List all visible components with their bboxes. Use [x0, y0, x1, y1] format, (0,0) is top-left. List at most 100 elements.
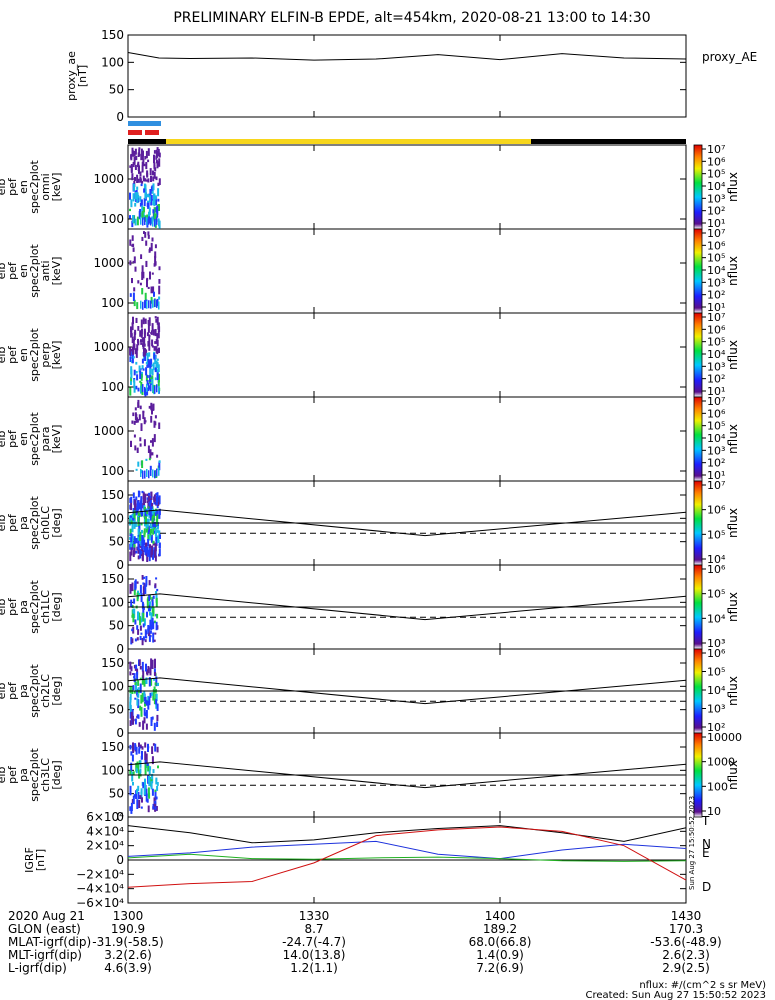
pitch-angle-pixel — [150, 495, 153, 499]
energy-spectrogram-panel — [127, 396, 687, 482]
pitch-angle-pixel — [151, 545, 154, 555]
footer-value: 4.6(3.9) — [104, 961, 152, 975]
spectrogram-pixel — [140, 254, 143, 259]
colorbar — [693, 480, 703, 566]
spectrogram-pixel — [158, 178, 161, 185]
spectrogram-pixel — [154, 299, 156, 308]
pitch-angle-pixel — [139, 677, 142, 681]
pitch-angle-pixel — [152, 696, 155, 701]
pitch-angle-tick-label: 100 — [101, 763, 124, 777]
spectrogram-pixel — [135, 190, 138, 194]
spectrogram-pixel — [149, 193, 151, 202]
colorbar-tick-label: 10⁶ — [707, 323, 726, 336]
pitch-angle-pixel — [153, 722, 156, 731]
orbit-bar-sunlight — [166, 139, 531, 144]
pitch-angle-pixel — [152, 526, 155, 535]
spectrogram-pixel — [143, 206, 145, 213]
pitch-angle-pixel — [154, 632, 157, 635]
pitch-angle-pixel — [148, 608, 151, 611]
spectrogram-pixel — [147, 320, 150, 325]
pitch-angle-pixel — [144, 629, 147, 639]
pitch-angle-pixel — [130, 751, 133, 756]
spectrogram-pixel — [143, 183, 146, 191]
loss-cone-line — [127, 593, 687, 621]
axis-label-line: spec2plot — [28, 160, 41, 214]
pitch-angle-pixel — [132, 771, 135, 775]
spectrogram-pixel — [143, 231, 145, 234]
pitch-angle-pixel — [142, 782, 145, 789]
axis-label-line: para — [39, 427, 52, 452]
spectrogram-pixel — [149, 168, 152, 176]
proxy-ae-line — [127, 52, 687, 61]
pitch-angle-pixel — [148, 696, 151, 706]
spectrogram-pixel — [147, 324, 150, 333]
pitch-angle-pixel — [150, 774, 153, 784]
axis-label-line: pef — [6, 597, 19, 616]
spectrogram-pixel — [156, 454, 159, 458]
loss-cone-line — [127, 761, 687, 789]
spectrogram-pixel — [151, 272, 154, 275]
axis-label-line: pef — [6, 429, 19, 448]
spectrogram-pixel — [139, 405, 142, 410]
colorbar — [693, 228, 703, 314]
spectrogram-pixel — [156, 161, 159, 169]
axis-label-line: ch1LC — [39, 590, 52, 624]
spectrogram-pixel — [140, 148, 143, 156]
pitch-angle-pixel — [158, 548, 161, 557]
pitch-angle-pixel — [148, 501, 151, 507]
spectrogram-pixel — [158, 158, 161, 167]
pitch-angle-pixel — [137, 791, 140, 800]
spectrogram-pixel — [151, 452, 154, 456]
spectrogram-pixel — [132, 347, 135, 355]
pitch-angle-pixel — [133, 664, 136, 669]
pitch-angle-pixel — [145, 516, 147, 525]
pitch-angle-tick-label: 50 — [109, 619, 124, 633]
axis-label-line: spec2plot — [28, 748, 41, 802]
spectrogram-pixel — [154, 207, 157, 213]
pitch-angle-pixel — [134, 521, 137, 527]
pitch-angle-pixel — [129, 720, 132, 726]
pitch-angle-pixel — [144, 547, 147, 555]
footer-value: -24.7(-4.7) — [282, 935, 346, 949]
spectrogram-pixel — [153, 193, 156, 202]
spectrogram-pixel — [146, 202, 149, 207]
colorbar-tick-label: 10⁴ — [707, 684, 726, 697]
pitch-angle-pixel — [139, 744, 142, 749]
spectrogram-pixel — [133, 287, 136, 292]
pitch-angle-pixel — [132, 492, 135, 499]
igrf-t-line — [127, 825, 687, 844]
colorbar-label-text: nflux — [726, 592, 740, 622]
pitch-angle-pixel — [133, 691, 136, 694]
spectrogram-pixel — [143, 163, 146, 167]
pitch-angle-pixel — [132, 685, 135, 691]
spectrogram-pixel — [129, 356, 132, 362]
pitch-angle-pixel — [143, 618, 146, 626]
pitch-angle-pixel — [138, 523, 141, 531]
spectrogram-pixel — [158, 301, 160, 310]
pitch-angle-tick-label: 50 — [109, 535, 124, 549]
colorbar-tick-label: 100 — [707, 780, 728, 793]
axis-label-line: elb — [0, 599, 8, 616]
axis-label-line: pa — [17, 516, 30, 530]
spectrogram-pixel — [148, 352, 151, 357]
colorbar-tick-label: 10⁴ — [707, 348, 726, 361]
colorbar-tick-label: 10³ — [707, 360, 725, 373]
spectrogram-pixel — [139, 209, 142, 213]
spectrogram-pixel — [133, 332, 136, 340]
spectrogram-pixel — [141, 328, 143, 331]
pitch-angle-pixel — [143, 678, 146, 687]
spectrogram-pixel — [132, 316, 134, 325]
pitch-angle-pixel — [149, 522, 152, 528]
spectrogram-pixel — [148, 470, 150, 479]
pitch-angle-pixel — [147, 805, 150, 813]
pitch-angle-pixel — [137, 714, 140, 719]
colorbar — [693, 648, 703, 734]
igrf-ylabel: IGRF[nT] — [23, 847, 47, 873]
spectrogram-pixel — [155, 159, 158, 164]
spectrogram-pixel — [156, 358, 159, 361]
pitch-angle-pixel — [150, 505, 153, 514]
pitch-angle-pixel — [154, 801, 157, 804]
spectrogram-pixel — [132, 150, 134, 157]
pitch-angle-pixel — [145, 584, 148, 587]
colorbar-label-text: nflux — [726, 676, 740, 706]
